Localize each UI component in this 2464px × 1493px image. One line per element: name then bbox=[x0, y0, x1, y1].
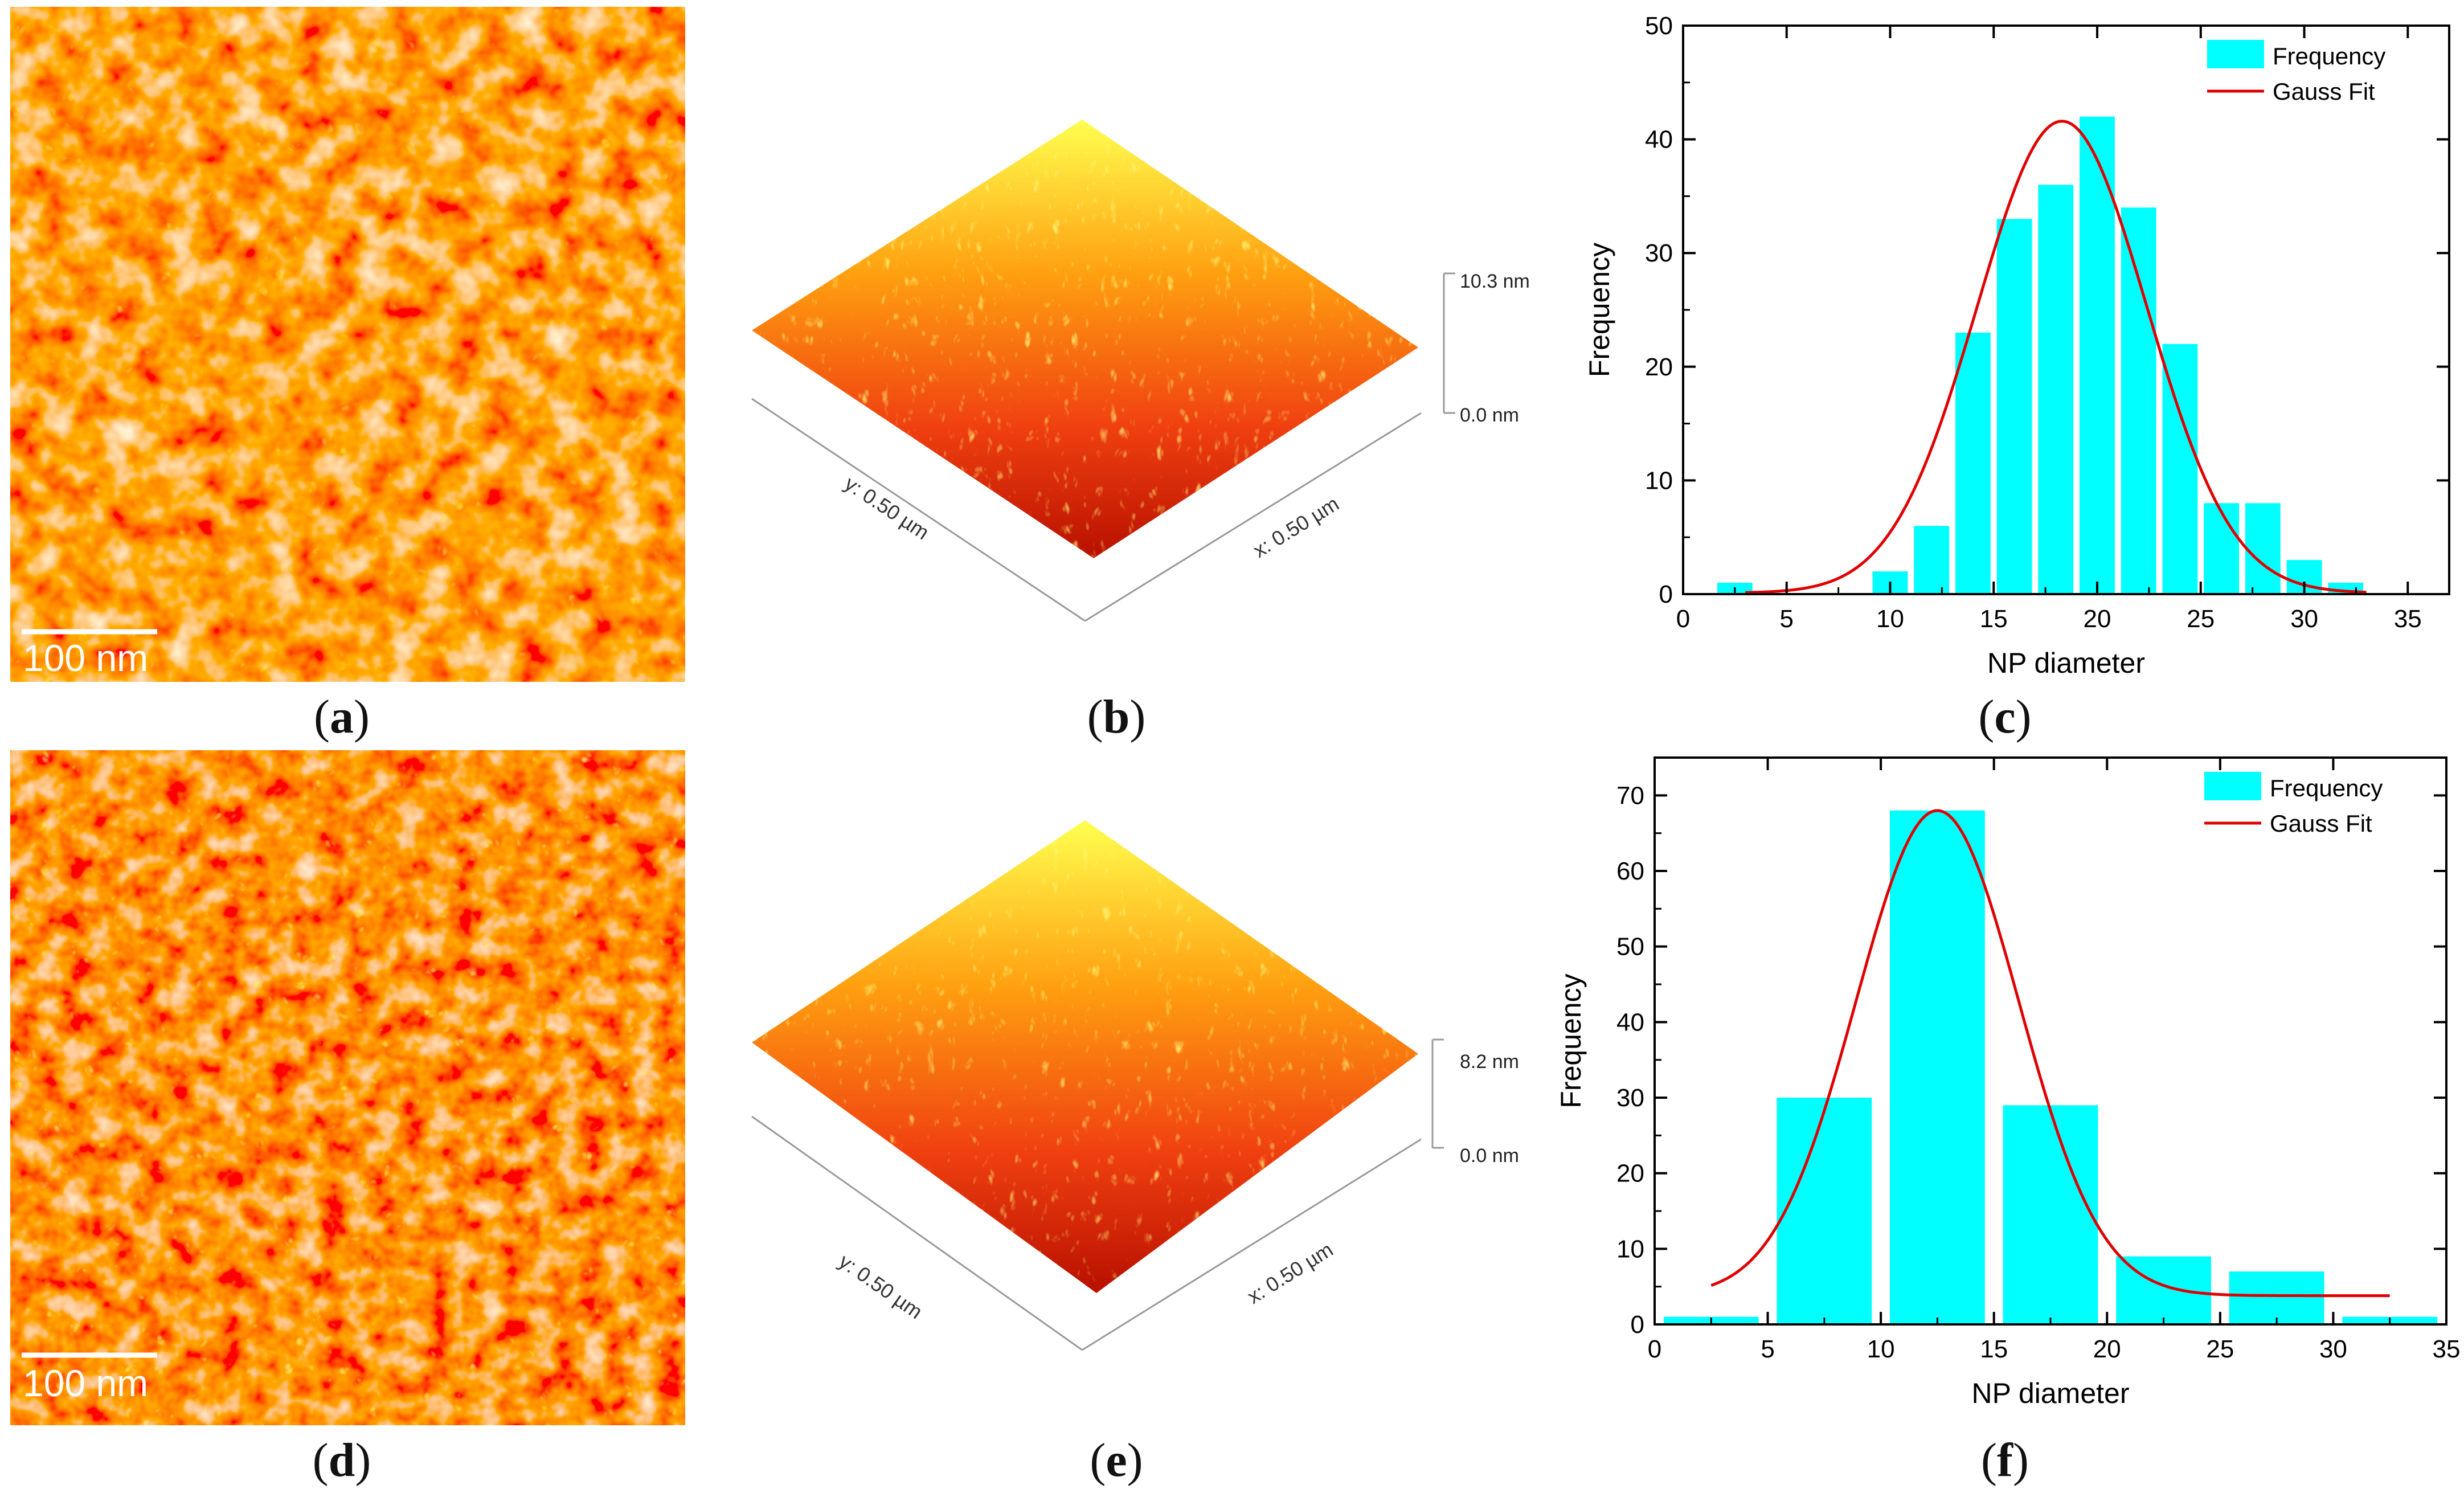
x-tick-label: 5 bbox=[1761, 1335, 1774, 1363]
afm-3d-surface-b: 10.3 nm 0.0 nm y: 0.50 µm x: 0.50 µm bbox=[751, 120, 1530, 622]
x-axis-label: NP diameter bbox=[1987, 647, 2145, 679]
afm-3d-surface-e: 8.2 nm 0.0 nm y: 0.50 µm x: 0.50 µm bbox=[751, 820, 1519, 1351]
bar bbox=[2204, 503, 2240, 594]
afm-3d-b: 10.3 nm 0.0 nm y: 0.50 µm x: 0.50 µm bbox=[729, 103, 1555, 644]
gauss-fit-line bbox=[1710, 809, 2390, 1298]
panel-label-d: (d) bbox=[312, 1434, 371, 1487]
x-tick-label: 25 bbox=[2187, 605, 2215, 633]
x-tick-label: 35 bbox=[2394, 605, 2422, 633]
z-bottom-label: 0.0 nm bbox=[1460, 404, 1519, 426]
x-tick-label: 15 bbox=[1980, 605, 2008, 633]
x-tick-label: 10 bbox=[1867, 1335, 1895, 1363]
x-tick-label: 10 bbox=[1876, 605, 1904, 633]
y-tick-label: 20 bbox=[1645, 353, 1673, 381]
x-tick-label: 5 bbox=[1780, 605, 1794, 633]
x-tick-label: 25 bbox=[2206, 1335, 2234, 1363]
bar bbox=[2080, 116, 2115, 594]
afm-image-d: 100 nm bbox=[10, 750, 685, 1425]
panel-label-f: (f) bbox=[1981, 1434, 2029, 1487]
bar bbox=[1996, 219, 2032, 594]
y-axis-label: Frequency bbox=[1555, 973, 1587, 1108]
panel-label-b: (b) bbox=[1087, 690, 1146, 743]
bar bbox=[1955, 332, 1991, 594]
x-tick-label: 20 bbox=[2084, 605, 2111, 633]
z-bottom-label: 0.0 nm bbox=[1460, 1145, 1519, 1167]
y-tick-label: 40 bbox=[1645, 126, 1673, 154]
z-top-label: 8.2 nm bbox=[1460, 1051, 1519, 1073]
scale-bar-label: 100 nm bbox=[23, 1362, 148, 1404]
scale-bar-label: 100 nm bbox=[23, 637, 148, 679]
gauss-fit-line bbox=[1745, 120, 2367, 594]
histogram-c-svg: 0 5 10 15 20 25 30 35 0 10 20 30 40 50 NP diameter Freq… bbox=[1583, 12, 2450, 679]
x-tick-label: 35 bbox=[2433, 1335, 2461, 1363]
panel-label-c: (c) bbox=[1978, 690, 2032, 743]
y-axis-label: y: 0.50 µm bbox=[841, 472, 934, 545]
y-axis-label: y: 0.50 µm bbox=[834, 1249, 927, 1323]
bar bbox=[1777, 1098, 1872, 1324]
histogram-f: 0 5 10 15 20 25 30 35 0 10 20 30 40 50 60 70 NP diameter… bbox=[1538, 735, 2464, 1447]
legend-label-frequency: Frequency bbox=[2270, 775, 2383, 801]
y-tick-label: 30 bbox=[1645, 239, 1673, 267]
x-tick-label: 20 bbox=[2093, 1335, 2121, 1363]
bar bbox=[1914, 526, 1950, 594]
x-tick-label: 15 bbox=[1980, 1335, 2008, 1363]
y-axis-label: Frequency bbox=[1583, 243, 1615, 377]
legend-swatch-frequency bbox=[2207, 40, 2264, 68]
legend-label-fit: Gauss Fit bbox=[2270, 810, 2372, 837]
x-axis-line bbox=[1082, 1138, 1422, 1351]
bar bbox=[2038, 185, 2074, 594]
z-top-label: 10.3 nm bbox=[1460, 271, 1530, 292]
legend-label-frequency: Frequency bbox=[2273, 43, 2385, 69]
y-axis-line bbox=[751, 398, 1086, 622]
bar bbox=[2229, 1271, 2324, 1324]
y-tick-label: 0 bbox=[1631, 1311, 1644, 1339]
panel-label-e: (e) bbox=[1090, 1434, 1143, 1487]
x-tick-label: 30 bbox=[2319, 1335, 2347, 1363]
y-tick-label: 50 bbox=[1645, 12, 1673, 40]
afm-texture-a: 100 nm bbox=[10, 7, 685, 682]
legend-swatch-frequency bbox=[2204, 772, 2261, 800]
x-tick-label: 30 bbox=[2290, 605, 2318, 633]
panel-label-a: (a) bbox=[314, 690, 370, 743]
bar bbox=[2245, 503, 2281, 594]
histogram-f-svg: 0 5 10 15 20 25 30 35 0 10 20 30 40 50 60 70 NP diameter… bbox=[1555, 756, 2461, 1409]
bar bbox=[2003, 1105, 2098, 1324]
legend-label-fit: Gauss Fit bbox=[2273, 78, 2375, 105]
histogram-c: 0 5 10 15 20 25 30 35 0 10 20 30 40 50 NP diameter Freq… bbox=[1538, 0, 2464, 706]
x-axis-label: NP diameter bbox=[1972, 1377, 2130, 1409]
bar bbox=[2162, 343, 2198, 594]
y-tick-label: 30 bbox=[1616, 1084, 1644, 1112]
afm-texture-d: 100 nm bbox=[10, 750, 685, 1425]
y-tick-label: 10 bbox=[1616, 1235, 1644, 1263]
x-axis-label: x: 0.50 µm bbox=[1243, 1238, 1337, 1308]
y-tick-label: 0 bbox=[1659, 580, 1673, 608]
x-tick-label: 0 bbox=[1676, 605, 1690, 633]
x-axis-line bbox=[1084, 412, 1422, 622]
x-axis-label: x: 0.50 µm bbox=[1249, 492, 1343, 562]
y-tick-label: 50 bbox=[1616, 933, 1644, 961]
afm-image-a: 100 nm bbox=[10, 7, 685, 682]
y-tick-label: 10 bbox=[1645, 467, 1673, 494]
x-tick-label: 0 bbox=[1648, 1335, 1661, 1363]
y-tick-label: 60 bbox=[1616, 857, 1644, 885]
y-tick-label: 20 bbox=[1616, 1160, 1644, 1188]
bar bbox=[1890, 810, 1985, 1324]
y-tick-label: 70 bbox=[1616, 782, 1644, 809]
y-axis-line bbox=[751, 1115, 1083, 1351]
y-tick-label: 40 bbox=[1616, 1008, 1644, 1036]
afm-3d-e: 8.2 nm 0.0 nm y: 0.50 µm x: 0.50 µm bbox=[729, 809, 1555, 1379]
bar bbox=[2121, 207, 2156, 594]
